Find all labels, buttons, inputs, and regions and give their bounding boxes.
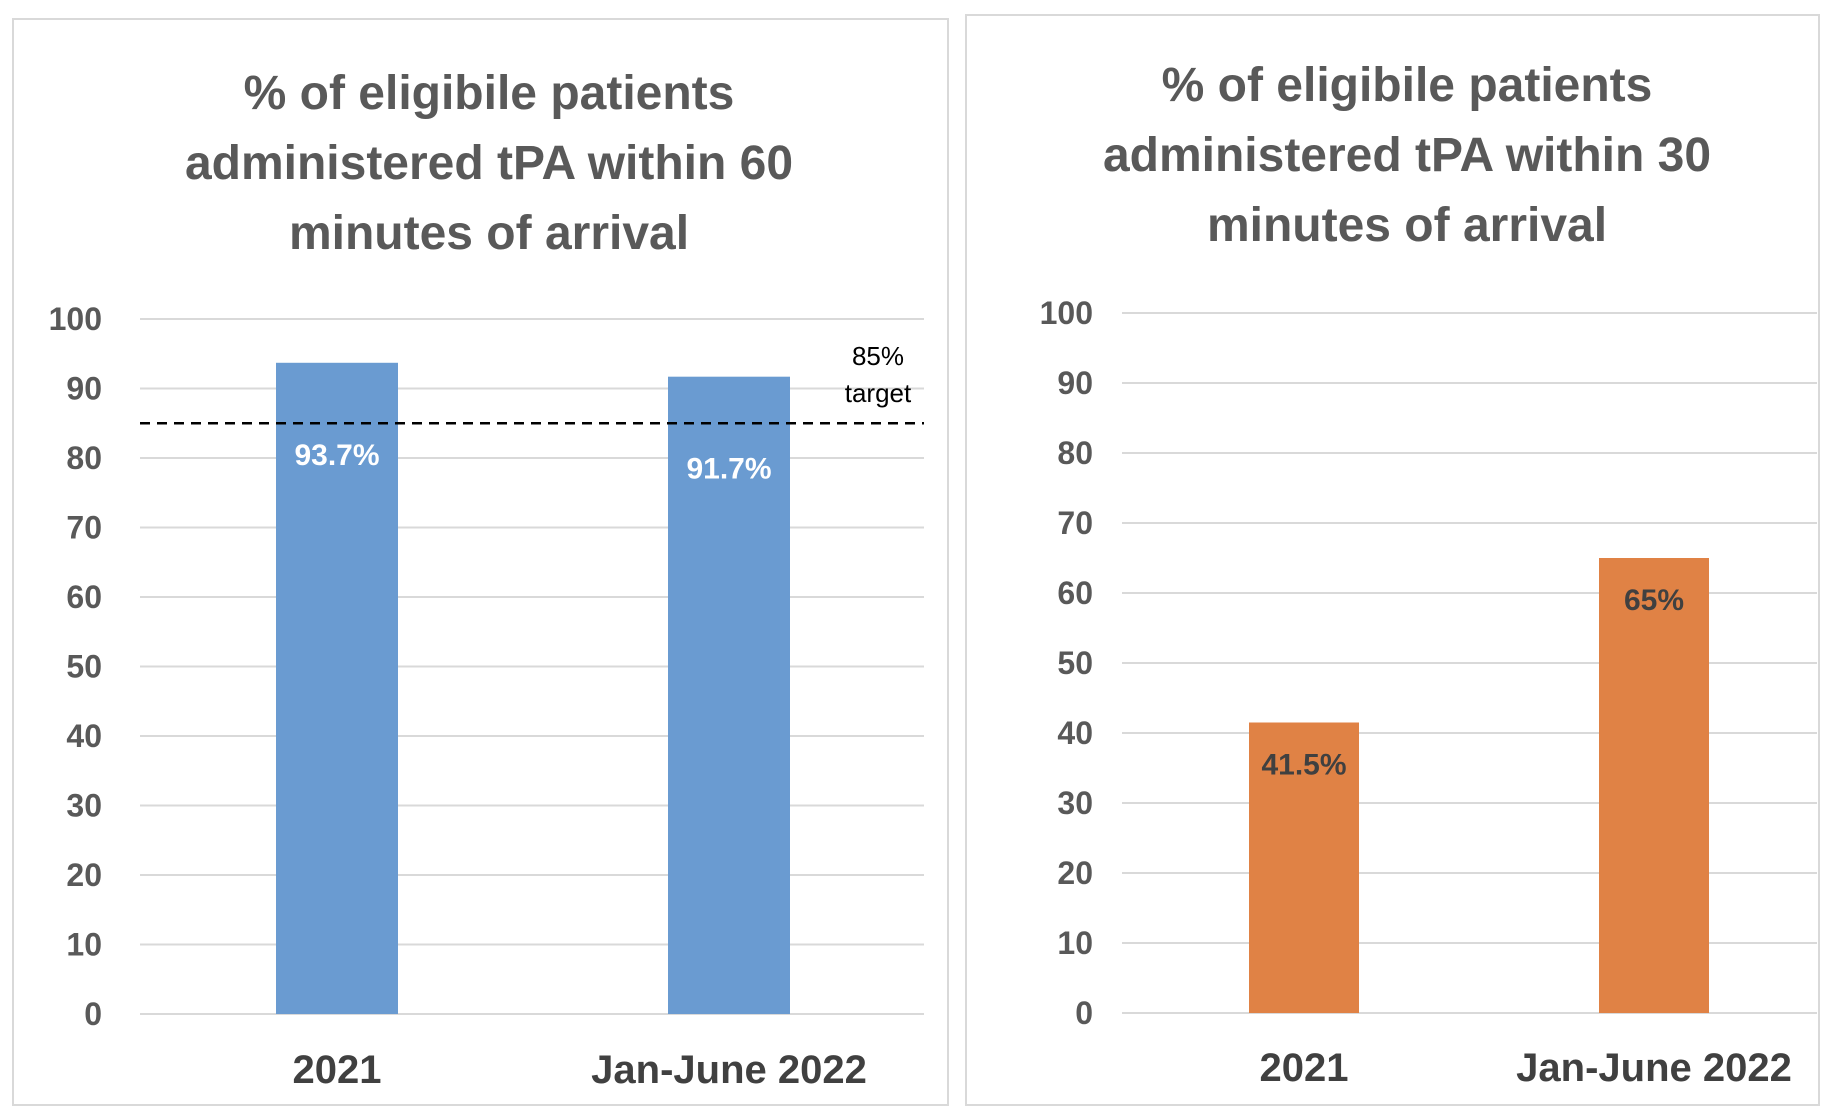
y-tick-label: 40	[66, 718, 102, 754]
y-tick-label: 80	[66, 440, 102, 476]
y-tick-label: 30	[66, 788, 102, 824]
y-tick-label: 90	[1057, 365, 1093, 401]
y-tick-label: 70	[66, 510, 102, 546]
chart-title-line: administered tPA within 30	[1103, 129, 1711, 182]
y-tick-label: 40	[1057, 715, 1093, 751]
bar	[668, 376, 790, 1014]
y-tick-label: 50	[66, 649, 102, 685]
y-tick-label: 10	[1057, 925, 1093, 961]
chart-svg-30-minutes: % of eligibile patients administered tPA …	[1040, 59, 1817, 1090]
chart-title: % of eligibile patients administered tPA …	[1103, 59, 1711, 252]
y-tick-label: 100	[49, 301, 102, 337]
y-tick-label: 80	[1057, 435, 1093, 471]
target-label: 85% target	[845, 341, 912, 408]
y-tick-label: 20	[1057, 855, 1093, 891]
bar	[276, 362, 398, 1014]
data-label: 91.7%	[686, 453, 771, 486]
y-tick-label: 0	[1075, 995, 1093, 1031]
y-tick-label: 0	[84, 996, 102, 1032]
x-category-label: Jan-June 2022	[1516, 1046, 1792, 1090]
chart-title-line: % of eligibile patients	[1162, 59, 1653, 112]
data-label: 65%	[1624, 584, 1684, 617]
x-category-label: Jan-June 2022	[591, 1048, 867, 1092]
y-tick-label: 50	[1057, 645, 1093, 681]
y-tick-label: 70	[1057, 505, 1093, 541]
chart-title: % of eligibile patients administered tPA …	[185, 67, 793, 260]
target-label-line: target	[845, 378, 912, 408]
y-tick-label: 60	[1057, 575, 1093, 611]
y-tick-label: 100	[1040, 295, 1093, 331]
y-tick-label: 60	[66, 579, 102, 615]
chart-title-line: % of eligibile patients	[244, 67, 735, 120]
data-label: 41.5%	[1261, 749, 1346, 782]
chart-title-line: administered tPA within 60	[185, 137, 793, 190]
chart-title-line: minutes of arrival	[1207, 199, 1607, 252]
bar	[1599, 558, 1709, 1013]
data-label: 93.7%	[294, 439, 379, 472]
chart-panel-60-minutes: % of eligibile patients administered tPA …	[12, 18, 949, 1106]
chart-svg-60-minutes: % of eligibile patients administered tPA …	[49, 67, 924, 1092]
x-category-label: 2021	[293, 1048, 382, 1092]
y-tick-label: 20	[66, 857, 102, 893]
bar	[1249, 722, 1359, 1013]
y-tick-label: 30	[1057, 785, 1093, 821]
y-tick-label: 10	[66, 927, 102, 963]
y-tick-label: 90	[66, 371, 102, 407]
chart-panel-30-minutes: % of eligibile patients administered tPA …	[965, 14, 1820, 1106]
x-category-label: 2021	[1260, 1046, 1349, 1090]
target-label-line: 85%	[852, 341, 904, 371]
chart-title-line: minutes of arrival	[289, 207, 689, 260]
